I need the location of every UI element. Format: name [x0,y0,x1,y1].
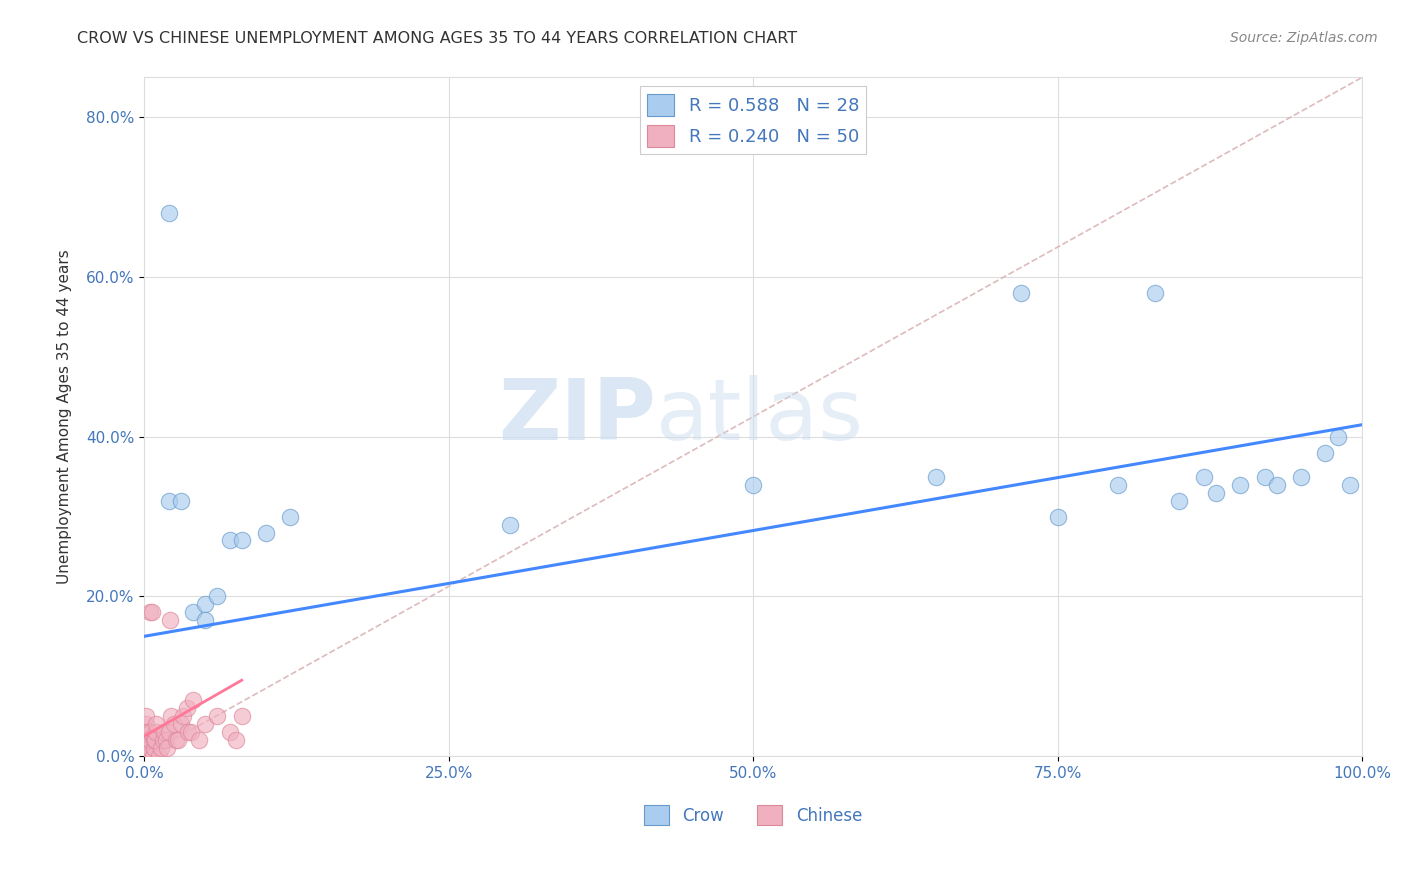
Point [1289,469,1312,483]
Point [156,741,179,756]
Point [1339,477,1361,491]
Point [254,525,277,540]
Point [167,733,190,747]
Point [1010,285,1032,300]
Point [742,477,765,491]
Point [134,733,156,747]
Point [136,733,159,747]
Point [157,206,180,220]
Point [134,709,156,723]
Point [170,717,193,731]
Point [188,733,211,747]
Point [160,709,183,723]
Point [925,469,948,483]
Point [225,733,247,747]
Y-axis label: Unemployment Among Ages 35 to 44 years: Unemployment Among Ages 35 to 44 years [58,250,72,584]
Point [139,725,162,739]
Point [1205,485,1227,500]
Point [148,749,170,764]
Point [155,733,177,747]
Point [141,605,163,619]
Point [218,533,240,548]
Point [172,709,194,723]
Point [165,733,187,747]
Point [194,598,217,612]
Text: ZIP: ZIP [498,376,655,458]
Point [138,741,160,756]
Point [1315,445,1337,459]
Point [134,725,156,739]
Point [143,741,166,756]
Point [170,493,193,508]
Point [138,749,160,764]
Point [1192,469,1215,483]
Text: CROW VS CHINESE UNEMPLOYMENT AMONG AGES 35 TO 44 YEARS CORRELATION CHART: CROW VS CHINESE UNEMPLOYMENT AMONG AGES … [77,31,797,46]
Point [1168,493,1191,508]
Point [134,717,156,731]
Point [152,733,174,747]
Point [194,613,217,627]
Point [157,725,180,739]
Point [145,725,167,739]
Point [280,509,302,524]
Point [134,733,156,747]
Point [1229,477,1251,491]
Text: atlas: atlas [655,376,863,458]
Point [135,741,157,756]
Point [157,493,180,508]
Point [181,605,204,619]
Point [180,725,202,739]
Point [134,741,156,756]
Point [1107,477,1129,491]
Point [498,517,520,532]
Point [177,725,200,739]
Point [231,533,253,548]
Point [143,733,166,747]
Point [142,749,165,764]
Point [134,725,156,739]
Point [194,717,217,731]
Point [145,717,167,731]
Point [162,717,184,731]
Legend: Crow, Chinese: Crow, Chinese [637,798,869,832]
Point [143,733,166,747]
Point [1265,477,1288,491]
Point [1046,509,1069,524]
Point [136,741,159,756]
Point [1253,469,1275,483]
Point [1326,430,1348,444]
Point [176,701,198,715]
Point [139,605,162,619]
Point [207,709,229,723]
Point [134,749,156,764]
Point [1143,285,1166,300]
Point [218,725,240,739]
Point [207,590,229,604]
Point [150,741,173,756]
Point [152,725,174,739]
Point [181,693,204,707]
Point [139,733,162,747]
Point [159,613,181,627]
Point [135,733,157,747]
Point [134,741,156,756]
Text: Source: ZipAtlas.com: Source: ZipAtlas.com [1230,31,1378,45]
Point [135,749,157,764]
Point [231,709,253,723]
